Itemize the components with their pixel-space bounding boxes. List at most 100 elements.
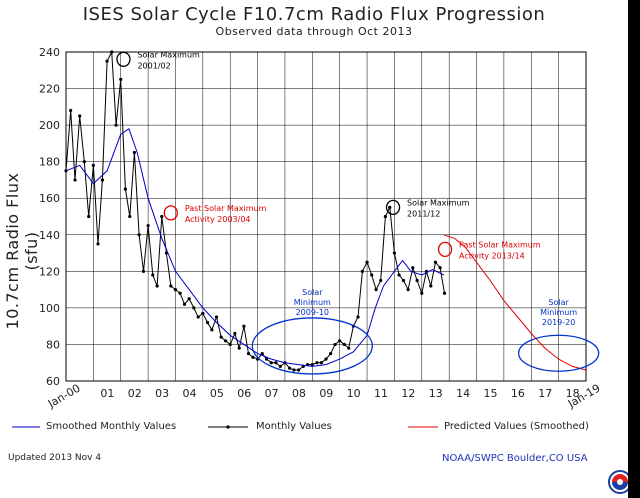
data-point [82,160,86,164]
data-point [132,150,137,155]
data-point [210,328,214,332]
data-point [160,214,164,219]
y-tick-label: 60 [46,375,60,388]
annotation-text: Past Solar Maximum [459,240,541,249]
y-tick-label: 140 [39,229,60,242]
x-tick-label: 09 [319,387,333,400]
window-edge [628,0,640,498]
data-point [360,269,364,273]
maximum-circle [385,199,401,216]
x-tick-label: Jan-19 [565,382,603,411]
data-point [78,114,82,118]
maximum-circle [437,241,453,258]
data-point [114,123,118,127]
chart-title: ISES Solar Cycle F10.7cm Radio Flux Prog… [82,4,546,25]
x-tick-label: 17 [538,387,552,400]
data-point [137,233,141,237]
data-point [265,357,269,361]
y-tick-label: 120 [39,265,60,278]
data-point [392,251,397,255]
data-point [297,368,301,372]
maximum-circle [116,51,131,67]
data-point [151,273,155,277]
data-point [288,366,292,370]
data-point [429,284,433,288]
data-point [182,302,187,306]
data-point [370,273,374,277]
data-point [233,331,237,336]
x-tick-label: 02 [128,387,142,400]
x-tick-label: 10 [347,387,361,400]
data-point [123,187,127,191]
minimum-ellipse [251,317,373,375]
series-line [65,128,444,367]
data-point [329,351,333,356]
source-credit: NOAA/SWPC Boulder,CO USA [442,453,588,464]
y-tick-label: 160 [39,192,60,205]
data-point [406,288,410,292]
annotation-text: Past Solar Maximum [185,204,267,213]
maximum-circle [163,205,178,221]
y-tick-label: 240 [39,46,60,59]
x-tick-label: 05 [210,387,224,400]
data-point [415,278,419,283]
data-point [178,291,182,295]
data-point [333,342,337,347]
data-point [228,342,232,347]
annotation-text: Minimum [540,308,577,317]
x-tick-label: 14 [456,387,470,400]
data-point [274,361,278,365]
data-point [219,335,223,339]
data-point [347,346,351,350]
x-tick-label: 04 [182,387,196,400]
data-point [319,361,323,365]
y-tick-label: 220 [39,83,60,96]
x-tick-label: 08 [292,387,306,400]
data-point [251,355,255,359]
series-line [65,50,445,371]
data-point [278,364,282,368]
x-tick-label: 06 [237,387,251,400]
data-point [87,214,91,219]
data-point [196,315,200,319]
annotation-text: Minimum [294,298,331,307]
annotation-text: Activity 2003/04 [185,215,251,224]
data-point [128,214,132,219]
annotation-text: Solar Maximum [137,50,200,59]
data-point [383,214,387,219]
data-point [73,178,77,182]
annotation-text: Activity 2013/14 [459,251,525,260]
data-point [105,59,109,63]
data-point [155,284,159,288]
y-tick-label: 200 [39,119,60,132]
data-point [397,273,401,277]
data-point [342,342,346,347]
data-point [365,260,369,264]
data-point [374,288,378,292]
x-tick-label: 13 [429,387,443,400]
data-point [169,284,173,288]
data-point [420,291,424,295]
annotation-text: 2011/12 [407,209,440,218]
x-tick-label: 07 [265,387,279,400]
data-point [438,266,442,270]
minimum-ellipse [517,334,600,372]
annotation-text: 2019-20 [542,318,575,327]
data-point [379,278,383,283]
data-point [187,297,191,301]
x-tick-label: 01 [100,387,114,400]
x-tick-label: 12 [401,387,415,400]
legend [12,425,438,429]
x-tick-label: 18 [566,387,580,400]
annotation-text: Solar [302,288,323,297]
data-point [96,242,100,246]
data-point [141,269,146,273]
legend-monthly-label: Monthly Values [256,421,332,432]
data-point [310,362,314,367]
data-point [324,357,328,361]
data-point [110,50,114,54]
x-tick-label: 11 [374,387,388,400]
data-point [91,163,95,167]
annotation-text: Solar [548,298,569,307]
